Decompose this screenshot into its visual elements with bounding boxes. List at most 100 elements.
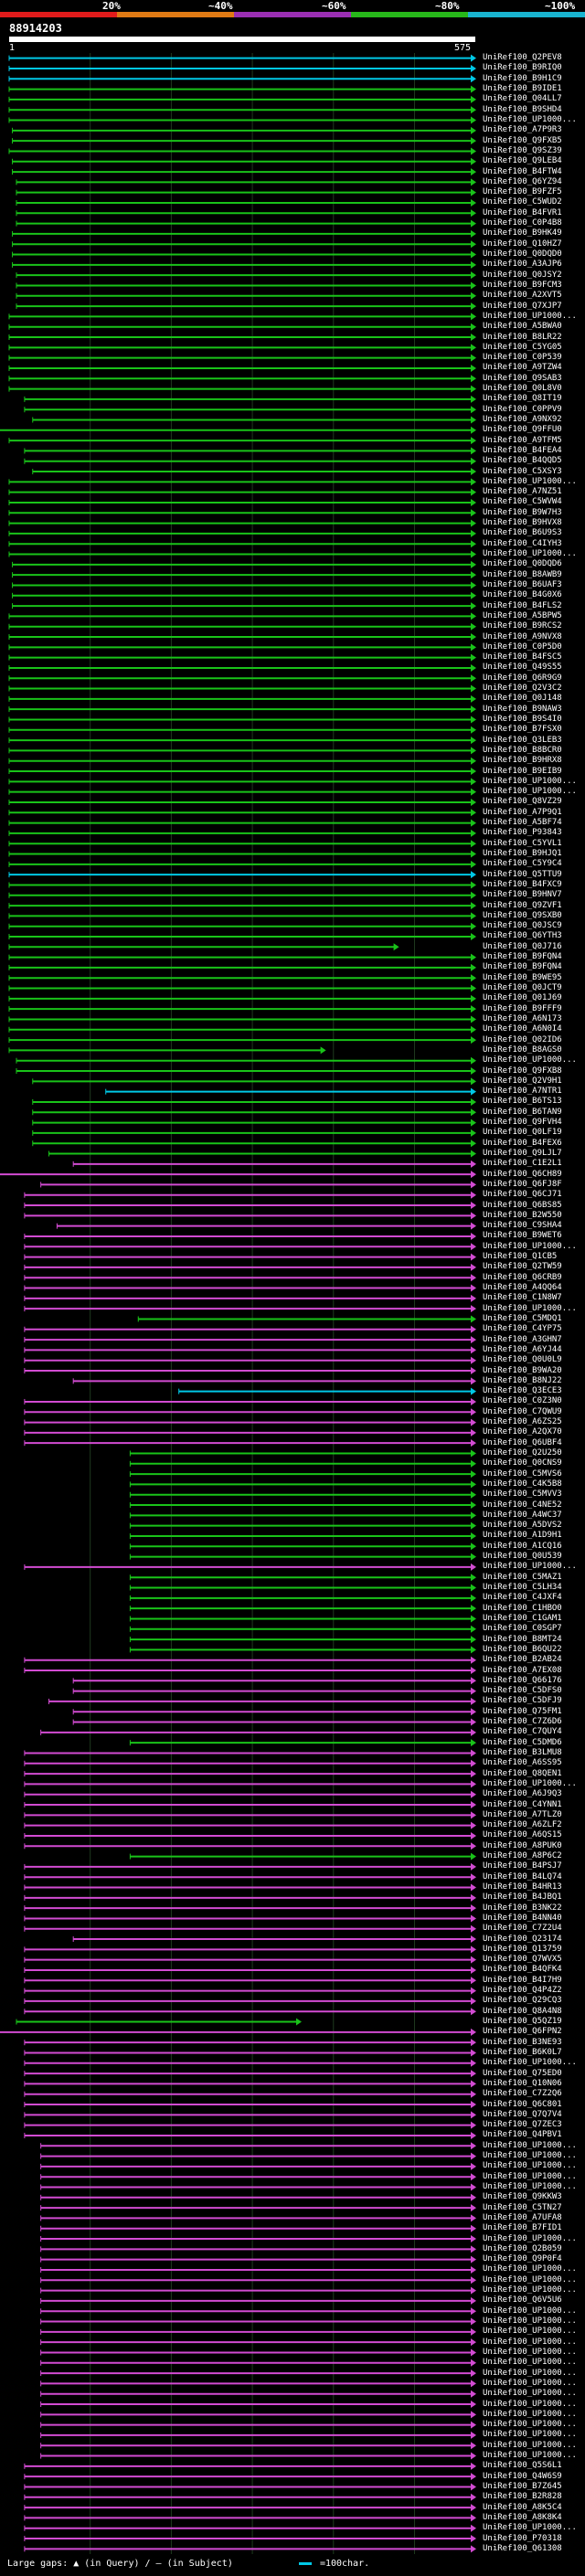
alignment-row[interactable] — [16, 1056, 476, 1065]
alignment-row[interactable] — [24, 1243, 476, 1251]
alignment-row[interactable] — [24, 1439, 476, 1447]
subject-label[interactable]: UniRef100_B2R828 — [483, 2492, 562, 2502]
subject-label[interactable]: UniRef100_UP1000... — [483, 1562, 577, 1572]
subject-label[interactable]: UniRef100_B4JBQ1 — [483, 1892, 562, 1903]
subject-label[interactable]: UniRef100_C5XSY3 — [483, 466, 562, 476]
subject-label[interactable]: UniRef100_C4JXF4 — [483, 1593, 562, 1603]
subject-label[interactable]: UniRef100_C5WVW4 — [483, 497, 562, 507]
alignment-row[interactable] — [72, 1160, 476, 1168]
alignment-row[interactable] — [24, 1883, 476, 1892]
alignment-row[interactable] — [24, 1873, 476, 1882]
subject-label[interactable]: UniRef100_B9FCM3 — [483, 280, 562, 290]
alignment-row[interactable] — [12, 560, 476, 568]
alignment-row[interactable] — [32, 416, 476, 424]
alignment-row[interactable] — [24, 2090, 476, 2098]
alignment-row[interactable] — [24, 1367, 476, 1375]
subject-label[interactable]: UniRef100_Q6FPN2 — [483, 2027, 562, 2037]
subject-label[interactable]: UniRef100_A8PUK0 — [483, 1840, 562, 1850]
alignment-row[interactable] — [8, 1005, 476, 1013]
subject-label[interactable]: UniRef100_C5LH34 — [483, 1583, 562, 1593]
alignment-row[interactable] — [24, 1966, 476, 1974]
alignment-row[interactable] — [24, 1428, 476, 1436]
subject-label[interactable]: UniRef100_B8AWB9 — [483, 569, 562, 579]
alignment-row[interactable] — [8, 716, 476, 724]
alignment-row[interactable] — [178, 1387, 476, 1395]
alignment-row[interactable] — [8, 323, 476, 331]
subject-label[interactable]: UniRef100_Q0J716 — [483, 941, 562, 951]
subject-label[interactable]: UniRef100_Q5S6L1 — [483, 2461, 562, 2471]
alignment-row[interactable] — [129, 1542, 476, 1551]
subject-label[interactable]: UniRef100_A3GHN7 — [483, 1334, 562, 1344]
alignment-row[interactable] — [129, 1636, 476, 1644]
subject-label[interactable]: UniRef100_A5BPW5 — [483, 610, 562, 620]
alignment-row[interactable] — [129, 1490, 476, 1499]
subject-label[interactable]: UniRef100_UP1000... — [483, 776, 577, 786]
alignment-row[interactable] — [24, 1212, 476, 1220]
subject-label[interactable]: UniRef100_C5YVL1 — [483, 838, 562, 848]
alignment-row[interactable] — [8, 95, 476, 103]
subject-label[interactable]: UniRef100_A7UFA8 — [483, 2212, 562, 2222]
alignment-row[interactable] — [12, 168, 476, 176]
alignment-row[interactable] — [105, 1087, 476, 1096]
alignment-row[interactable] — [8, 85, 476, 93]
alignment-row[interactable] — [8, 881, 476, 889]
alignment-row[interactable] — [24, 1821, 476, 1829]
subject-label[interactable]: UniRef100_C0Z3N0 — [483, 1396, 562, 1406]
alignment-row[interactable] — [24, 1191, 476, 1199]
alignment-row[interactable] — [8, 663, 476, 672]
alignment-row[interactable] — [40, 2224, 476, 2232]
subject-label[interactable]: UniRef100_Q0JSY2 — [483, 270, 562, 280]
subject-label[interactable]: UniRef100_Q6R9G9 — [483, 673, 562, 683]
alignment-row[interactable] — [16, 292, 476, 300]
alignment-row[interactable] — [24, 1770, 476, 1778]
alignment-row[interactable] — [12, 157, 476, 165]
alignment-row[interactable] — [72, 1377, 476, 1385]
subject-label[interactable]: UniRef100_Q13759 — [483, 1944, 562, 1954]
subject-label[interactable]: UniRef100_UP1000... — [483, 2140, 577, 2150]
alignment-row[interactable] — [40, 2348, 476, 2357]
alignment-row[interactable] — [129, 1511, 476, 1520]
alignment-row[interactable] — [40, 2296, 476, 2305]
alignment-row[interactable] — [12, 126, 476, 134]
alignment-row[interactable] — [24, 1656, 476, 1664]
subject-label[interactable]: UniRef100_B8AGS0 — [483, 1044, 562, 1055]
alignment-row[interactable] — [12, 602, 476, 610]
subject-label[interactable]: UniRef100_A1CQ16 — [483, 1541, 562, 1551]
alignment-row[interactable] — [24, 1232, 476, 1240]
subject-label[interactable]: UniRef100_UP1000... — [483, 2285, 577, 2295]
alignment-row[interactable] — [24, 1749, 476, 1757]
alignment-row[interactable] — [8, 788, 476, 796]
subject-label[interactable]: UniRef100_A7EX08 — [483, 1665, 562, 1675]
alignment-row[interactable] — [8, 994, 476, 1002]
alignment-row[interactable] — [12, 250, 476, 259]
subject-label[interactable]: UniRef100_B9FQN4 — [483, 952, 562, 962]
subject-label[interactable]: UniRef100_B9FZF5 — [483, 187, 562, 197]
alignment-row[interactable] — [8, 819, 476, 827]
alignment-row[interactable] — [24, 1294, 476, 1302]
subject-label[interactable]: UniRef100_A7NTR1 — [483, 1087, 562, 1097]
alignment-row[interactable] — [0, 426, 476, 434]
subject-label[interactable]: UniRef100_Q7ZEC3 — [483, 2120, 562, 2130]
subject-label[interactable]: UniRef100_B8MT24 — [483, 1634, 562, 1644]
alignment-row[interactable] — [8, 116, 476, 124]
alignment-row[interactable] — [137, 1315, 476, 1323]
alignment-row[interactable] — [24, 2111, 476, 2119]
subject-label[interactable]: UniRef100_UP1000... — [483, 2378, 577, 2388]
alignment-row[interactable] — [32, 468, 476, 476]
alignment-row[interactable] — [8, 364, 476, 372]
alignment-row[interactable] — [12, 240, 476, 249]
subject-label[interactable]: UniRef100_P70318 — [483, 2533, 562, 2543]
subject-label[interactable]: UniRef100_Q4W6S9 — [483, 2471, 562, 2481]
subject-label[interactable]: UniRef100_Q6YTH3 — [483, 931, 562, 941]
subject-label[interactable]: UniRef100_A7P9R3 — [483, 125, 562, 135]
alignment-row[interactable] — [8, 747, 476, 755]
subject-label[interactable]: UniRef100_UP1000... — [483, 2181, 577, 2191]
alignment-row[interactable] — [72, 1687, 476, 1695]
alignment-row[interactable] — [8, 147, 476, 155]
subject-label[interactable]: UniRef100_Q2TW59 — [483, 1262, 562, 1272]
subject-label[interactable]: UniRef100_B9NAW3 — [483, 704, 562, 714]
alignment-row[interactable] — [0, 2028, 476, 2036]
subject-label[interactable]: UniRef100_C5DFS0 — [483, 1686, 562, 1696]
subject-label[interactable]: UniRef100_Q6C801 — [483, 2099, 562, 2109]
subject-label[interactable]: UniRef100_UP1000... — [483, 2316, 577, 2327]
